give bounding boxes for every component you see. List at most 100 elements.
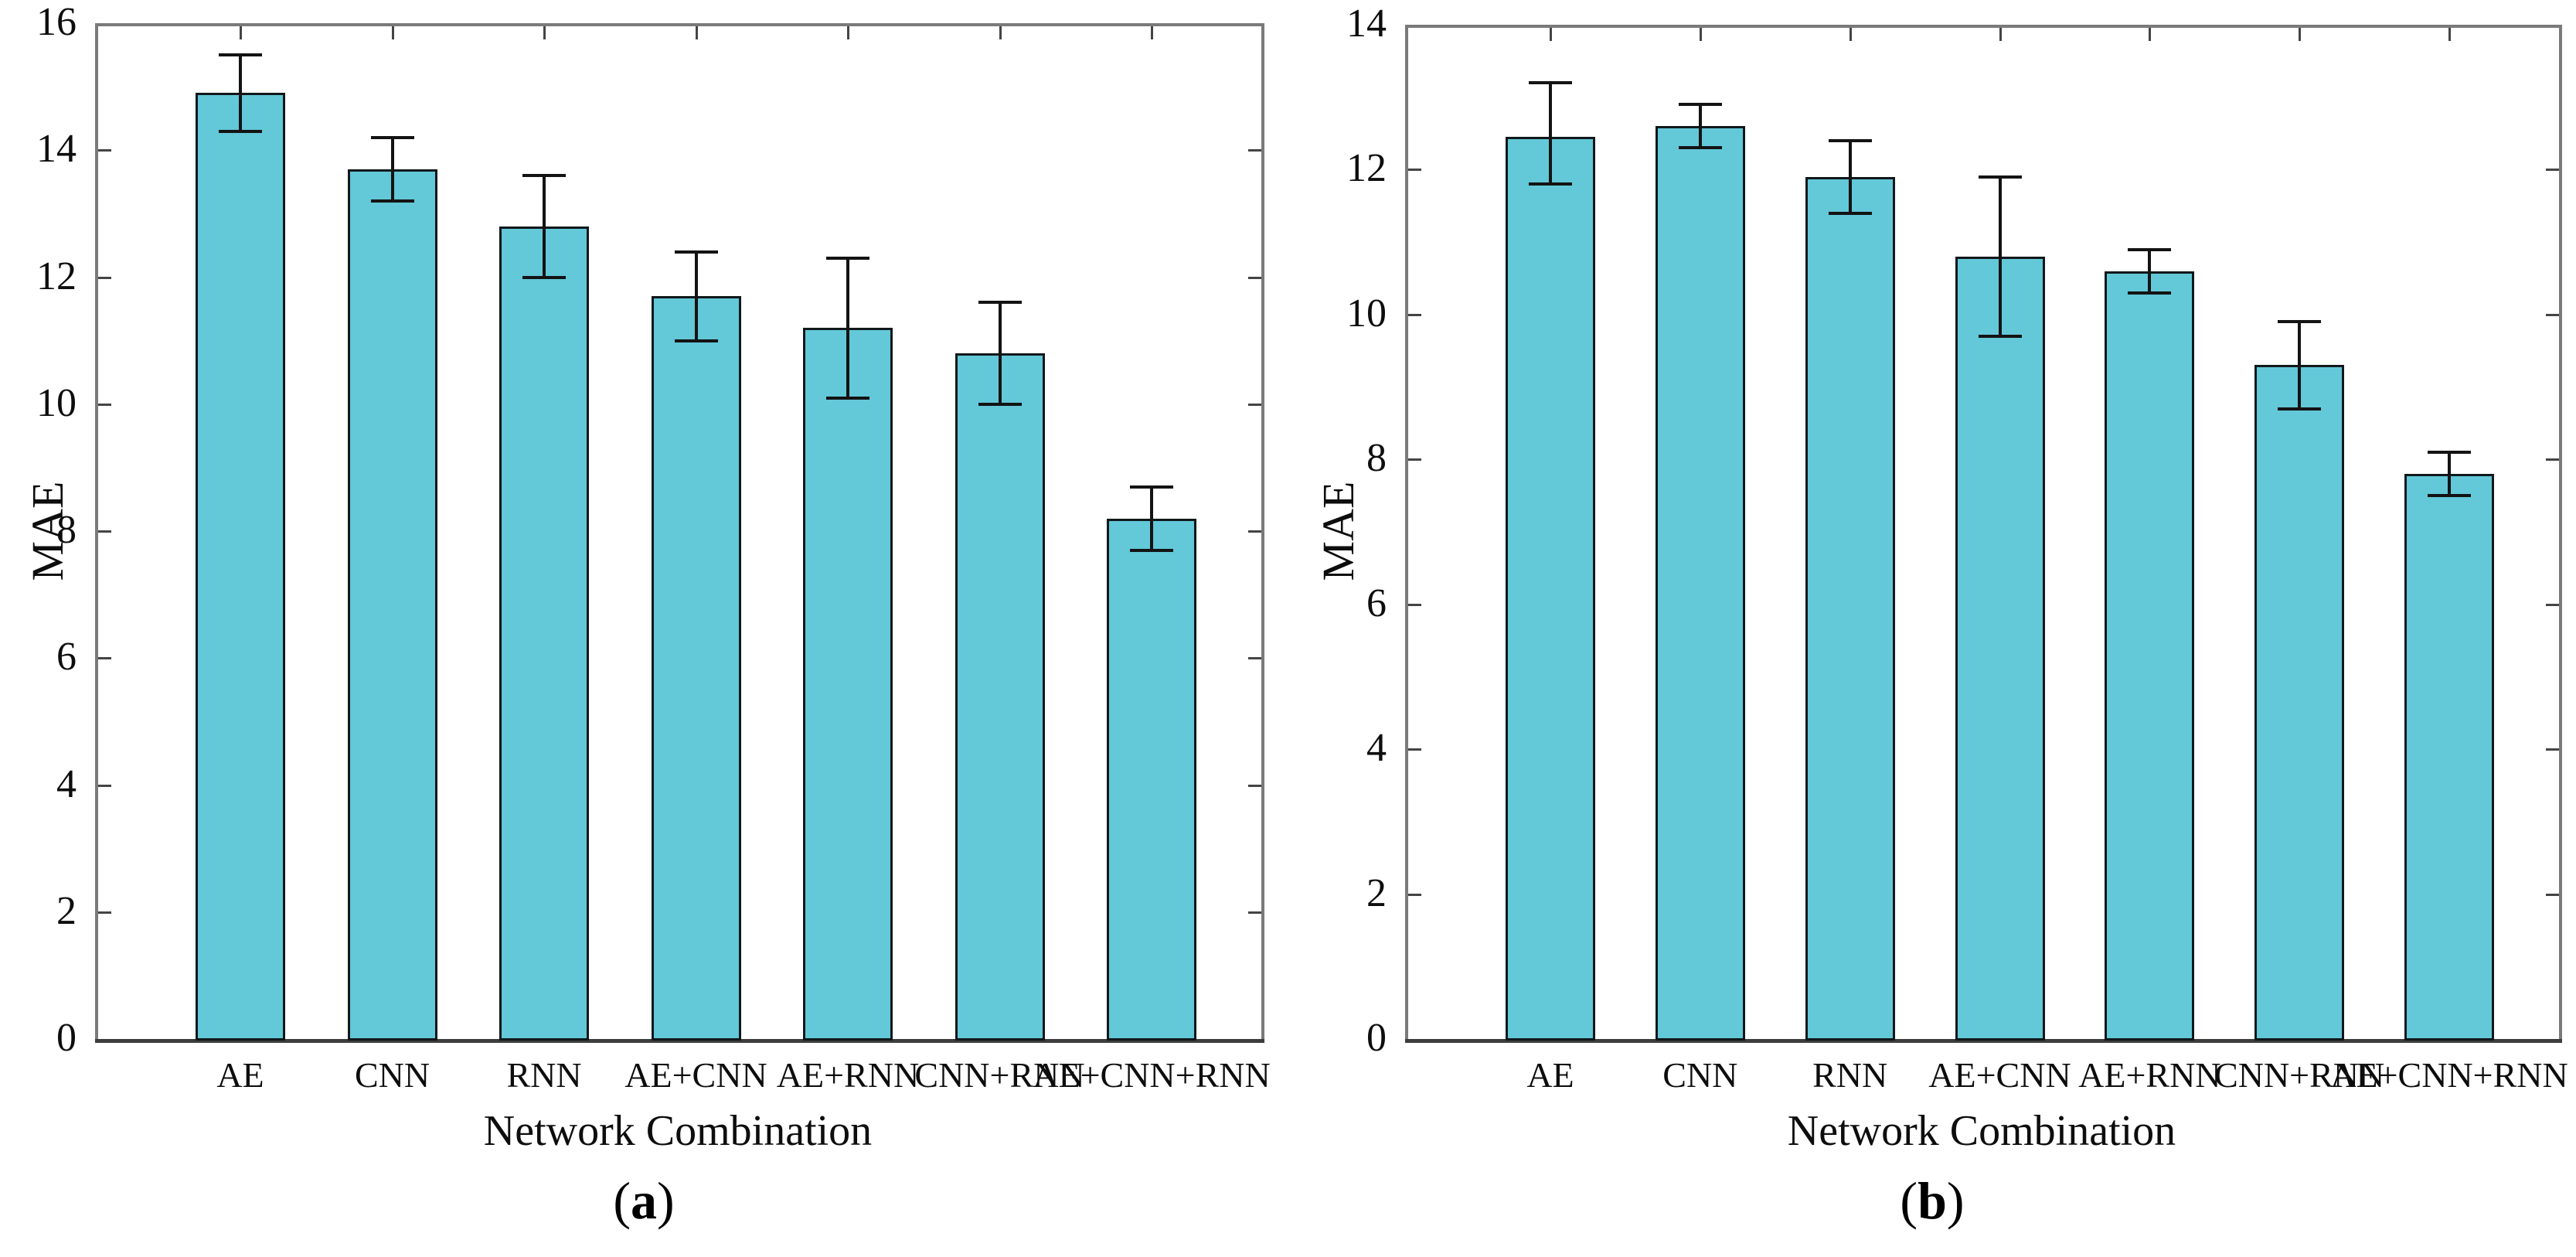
error-bar-stem (694, 251, 698, 341)
error-bar-cap-bottom (1678, 146, 1722, 150)
bar (2105, 271, 2195, 1041)
x-tick-label: AE+CNN+RNN (1033, 1055, 1271, 1095)
x-tick-label: AE+RNN (2078, 1055, 2221, 1095)
y-tick-right (1248, 403, 1261, 406)
bar (1107, 518, 1196, 1041)
bar (1506, 137, 1595, 1041)
y-tick-label: 8 (56, 508, 77, 552)
x-tick-label: RNN (1812, 1055, 1888, 1095)
y-tick (1408, 313, 1421, 316)
y-tick-right (2546, 603, 2559, 606)
y-tick-right (2546, 169, 2559, 172)
error-bar-cap-bottom (2128, 291, 2172, 295)
error-bar-cap-top (978, 301, 1022, 305)
y-tick-label: 8 (1366, 436, 1387, 481)
y-tick-right (1248, 276, 1261, 279)
top-tick (2149, 28, 2152, 41)
top-tick (695, 26, 698, 39)
caption-a: (a) (528, 1172, 760, 1229)
top-tick (2448, 28, 2451, 41)
y-tick (98, 149, 111, 152)
x-axis-line (1405, 1039, 2562, 1043)
y-tick (1408, 458, 1421, 462)
caption-b-open-paren: ( (1900, 1171, 1918, 1230)
error-bar-cap-top (1978, 175, 2022, 179)
error-bar-cap-bottom (826, 396, 869, 400)
bar (196, 93, 285, 1041)
y-tick-label: 4 (1366, 726, 1387, 771)
bar (651, 296, 741, 1041)
x-tick-label: AE+CNN+RNN (2330, 1055, 2568, 1095)
y-tick-label: 2 (56, 888, 77, 933)
error-bar-cap-top (1130, 485, 1173, 489)
y-axis-label-a: MAE (22, 481, 73, 581)
caption-a-open-paren: ( (613, 1171, 631, 1230)
bar (2404, 474, 2494, 1041)
y-tick (98, 403, 111, 406)
top-tick (1151, 26, 1153, 39)
error-bar-stem (846, 257, 849, 398)
x-tick-label: AE (216, 1055, 264, 1095)
y-tick-right (2546, 313, 2559, 316)
y-tick (1408, 748, 1421, 751)
error-bar-cap-bottom (978, 402, 1022, 406)
y-tick-right (2546, 748, 2559, 751)
caption-a-close-paren: ) (657, 1171, 675, 1230)
x-tick-label: CNN (1662, 1055, 1738, 1095)
top-tick (2299, 28, 2302, 41)
plot-frame-left (1405, 25, 1408, 1043)
y-tick-right (2546, 893, 2559, 896)
y-tick (1408, 169, 1421, 172)
y-tick-right (1248, 784, 1261, 787)
y-tick-right (1248, 911, 1261, 914)
x-tick-label: CNN+RNN (2214, 1055, 2385, 1095)
error-bar-cap-top (1828, 138, 1872, 142)
error-bar-cap-bottom (219, 129, 262, 133)
x-tick-label: AE (1526, 1055, 1574, 1095)
y-tick-right (1248, 149, 1261, 152)
bar (1655, 126, 1745, 1041)
caption-b-close-paren: ) (1946, 1171, 1965, 1230)
top-tick (847, 26, 849, 39)
y-tick-label: 14 (1346, 2, 1387, 46)
error-bar-cap-top (674, 250, 718, 254)
error-bar-cap-top (219, 53, 262, 57)
error-bar-cap-bottom (370, 199, 414, 203)
x-tick-label: RNN (506, 1055, 582, 1095)
x-tick-label: CNN (354, 1055, 430, 1095)
top-tick (1849, 28, 1852, 41)
error-bar-stem (1549, 82, 1552, 185)
y-tick-right (2546, 458, 2559, 462)
error-bar-cap-bottom (2428, 494, 2471, 498)
bar (1805, 176, 1895, 1041)
plot-frame-right (1261, 23, 1264, 1043)
plot-frame-left (95, 23, 98, 1043)
y-tick-label: 0 (1366, 1016, 1387, 1060)
error-bar-cap-top (370, 135, 414, 139)
x-tick-label: AE+RNN (776, 1055, 920, 1095)
caption-b: (b) (1816, 1172, 2048, 1229)
y-axis-label-b: MAE (1313, 481, 1363, 581)
error-bar-cap-bottom (1828, 211, 1872, 215)
plot-frame-top (1405, 25, 2562, 28)
error-bar-cap-bottom (1529, 182, 1572, 186)
error-bar-stem (239, 55, 242, 131)
y-tick (98, 530, 111, 533)
error-bar-stem (1698, 104, 1702, 148)
bar (1955, 256, 2045, 1041)
y-tick (1408, 603, 1421, 606)
y-tick-label: 4 (56, 761, 77, 806)
x-axis-label-a: Network Combination (483, 1107, 873, 1155)
error-bar-cap-top (2428, 450, 2471, 454)
error-bar-stem (390, 137, 394, 201)
y-tick-label: 10 (36, 380, 77, 425)
top-tick (391, 26, 394, 39)
top-tick (240, 26, 242, 39)
y-tick-label: 14 (36, 127, 77, 172)
error-bar-stem (2448, 451, 2451, 496)
top-tick (1699, 28, 1702, 41)
caption-a-letter: a (631, 1171, 657, 1230)
x-axis-line (95, 1039, 1264, 1043)
bar (803, 328, 893, 1041)
error-bar-stem (1998, 176, 2002, 336)
